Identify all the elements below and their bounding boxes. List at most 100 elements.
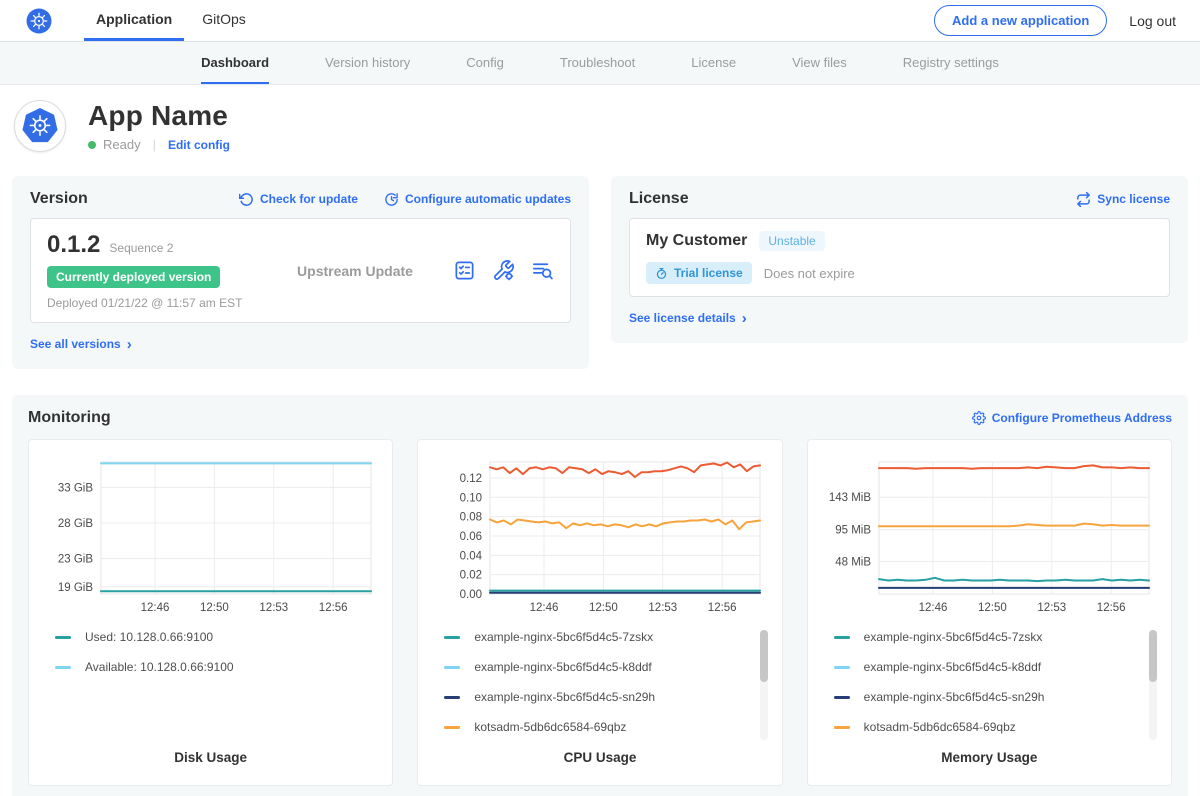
chart-title-cpu: CPU Usage (418, 744, 781, 785)
chart-title-disk: Disk Usage (29, 744, 392, 785)
svg-text:12:46: 12:46 (140, 602, 169, 614)
svg-text:12:53: 12:53 (648, 602, 677, 614)
config-wrench-icon[interactable] (492, 259, 515, 282)
current-version-panel: 0.1.2 Sequence 2 Currently deployed vers… (30, 218, 571, 323)
version-source-label: Upstream Update (257, 263, 453, 279)
svg-text:28 GiB: 28 GiB (57, 518, 92, 530)
svg-text:12:56: 12:56 (1097, 602, 1126, 614)
edit-config-link[interactable]: Edit config (168, 138, 230, 152)
svg-text:95 MiB: 95 MiB (836, 525, 872, 537)
see-license-details-link[interactable]: See license details› (629, 311, 747, 326)
tab-registry-settings[interactable]: Registry settings (903, 42, 999, 84)
gear-icon (972, 411, 986, 425)
legend-item: example-nginx-5bc6f5d4c5-7zskx (834, 630, 1171, 644)
legend-color-dash (55, 636, 71, 639)
legend-color-dash (834, 666, 850, 669)
svg-text:48 MiB: 48 MiB (836, 557, 872, 569)
svg-text:0.12: 0.12 (460, 473, 482, 485)
legend-label: example-nginx-5bc6f5d4c5-sn29h (474, 690, 655, 704)
svg-text:12:46: 12:46 (919, 602, 948, 614)
chevron-right-icon: › (127, 337, 132, 352)
preflight-checks-icon[interactable] (453, 259, 476, 282)
configure-prometheus-link[interactable]: Configure Prometheus Address (972, 411, 1172, 425)
legend-label: example-nginx-5bc6f5d4c5-7zskx (864, 630, 1043, 644)
legend-item: kotsadm-5db6dc6584-69qbz (834, 720, 1171, 734)
legend-label: Used: 10.128.0.66:9100 (85, 630, 213, 644)
legend-item: example-nginx-5bc6f5d4c5-sn29h (444, 690, 781, 704)
version-number: 0.1.2 (47, 231, 100, 259)
tab-license[interactable]: License (691, 42, 736, 84)
legend-item: Used: 10.128.0.66:9100 (55, 630, 392, 644)
chart-title-memory: Memory Usage (808, 744, 1171, 785)
customer-name: My Customer (646, 232, 747, 250)
monitoring-card: Monitoring Configure Prometheus Address … (12, 395, 1188, 796)
legend-label: example-nginx-5bc6f5d4c5-k8ddf (474, 660, 651, 674)
svg-text:0.08: 0.08 (460, 512, 482, 524)
chevron-right-icon: › (742, 311, 747, 326)
legend-item: example-nginx-5bc6f5d4c5-7zskx (444, 630, 781, 644)
license-expiration: Does not expire (764, 266, 855, 281)
legend-item: Available: 10.128.0.66:9100 (55, 660, 392, 674)
legend-item: kotsadm-5db6dc6584-69qbz (444, 720, 781, 734)
logout-button[interactable]: Log out (1129, 13, 1176, 29)
legend-color-dash (834, 726, 850, 729)
tab-dashboard[interactable]: Dashboard (201, 42, 269, 84)
license-type-badge: Trial license (646, 262, 752, 284)
configure-automatic-updates-link[interactable]: Configure automatic updates (384, 192, 571, 207)
disk-usage-legend: Used: 10.128.0.66:9100 Available: 10.128.… (55, 630, 392, 744)
status-dot (88, 141, 96, 149)
tab-view-files[interactable]: View files (792, 42, 847, 84)
deployed-version-badge: Currently deployed version (47, 266, 220, 288)
svg-text:12:46: 12:46 (530, 602, 559, 614)
license-panel: My Customer Unstable Trial license Does … (629, 218, 1170, 297)
svg-text:0.00: 0.00 (460, 589, 482, 601)
legend-scrollbar-thumb[interactable] (760, 630, 768, 682)
legend-scrollbar[interactable] (1149, 630, 1157, 740)
channel-badge: Unstable (759, 231, 824, 251)
svg-text:12:56: 12:56 (708, 602, 737, 614)
tab-config[interactable]: Config (466, 42, 504, 84)
legend-color-dash (444, 696, 460, 699)
view-files-search-icon[interactable] (531, 259, 554, 282)
sync-license-link[interactable]: Sync license (1076, 192, 1170, 207)
legend-label: example-nginx-5bc6f5d4c5-sn29h (864, 690, 1045, 704)
version-card-title: Version (30, 190, 88, 208)
cards-row: Version Check for update (12, 176, 1188, 369)
svg-text:33 GiB: 33 GiB (57, 483, 92, 495)
legend-label: kotsadm-5db6dc6584-69qbz (474, 720, 626, 734)
legend-color-dash (834, 696, 850, 699)
memory-usage-legend: example-nginx-5bc6f5d4c5-7zskx example-ng… (834, 630, 1171, 744)
kubernetes-wheel-icon (24, 6, 54, 36)
chart-card-disk-usage: 33 GiB28 GiB23 GiB19 GiB12:4612:5012:531… (28, 439, 393, 786)
add-application-button[interactable]: Add a new application (934, 5, 1107, 36)
version-card: Version Check for update (12, 176, 589, 369)
tab-version-history[interactable]: Version history (325, 42, 410, 84)
legend-scrollbar-thumb[interactable] (1149, 630, 1157, 682)
chart-svg: 0.120.100.080.060.040.020.0012:4612:5012… (432, 452, 768, 620)
svg-text:12:50: 12:50 (589, 602, 618, 614)
svg-text:12:53: 12:53 (259, 602, 288, 614)
kubernetes-heptagon-icon (21, 107, 59, 145)
license-card: License Sync license My Customer Unstabl… (611, 176, 1188, 343)
svg-text:12:56: 12:56 (318, 602, 347, 614)
sync-arrows-icon (1076, 192, 1091, 207)
status-badge: Ready (103, 137, 141, 152)
kubernetes-logo (24, 0, 54, 41)
app-header: App Name Ready | Edit config (0, 85, 1200, 168)
chart-card-memory-usage: 143 MiB95 MiB48 MiB12:4612:5012:5312:56 … (807, 439, 1172, 786)
legend-scrollbar[interactable] (760, 630, 768, 740)
svg-text:12:50: 12:50 (200, 602, 229, 614)
svg-text:0.10: 0.10 (460, 492, 482, 504)
chart-svg: 143 MiB95 MiB48 MiB12:4612:5012:5312:56 (821, 452, 1157, 620)
see-all-versions-link[interactable]: See all versions› (30, 337, 132, 352)
topnav: Application GitOps Add a new application… (0, 0, 1200, 42)
chart-card-cpu-usage: 0.120.100.080.060.040.020.0012:4612:5012… (417, 439, 782, 786)
topnav-tab-gitops[interactable]: GitOps (190, 0, 258, 41)
svg-text:12:53: 12:53 (1038, 602, 1067, 614)
tab-troubleshoot[interactable]: Troubleshoot (560, 42, 635, 84)
svg-text:19 GiB: 19 GiB (57, 582, 92, 594)
topnav-tab-application[interactable]: Application (84, 0, 184, 41)
svg-text:0.06: 0.06 (460, 531, 482, 543)
refresh-icon (239, 192, 254, 207)
check-for-update-link[interactable]: Check for update (239, 192, 358, 207)
